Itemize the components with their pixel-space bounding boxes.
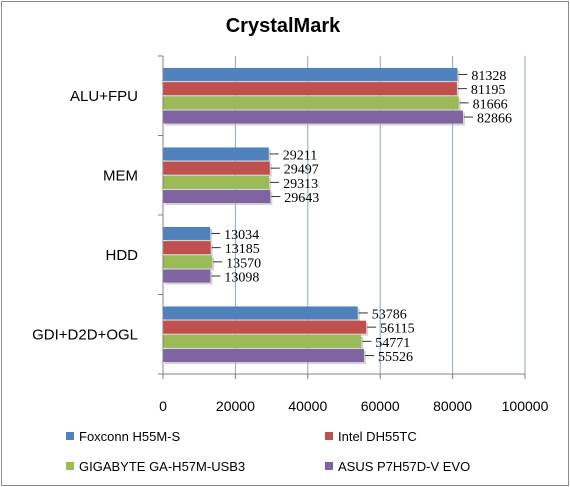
category-label: ALU+FPU: [70, 88, 138, 105]
data-label: 81666: [473, 97, 508, 112]
x-tick-label: 40000: [288, 398, 327, 414]
data-label: 56115: [380, 322, 414, 337]
data-label: 81195: [471, 83, 505, 98]
data-label: 13098: [224, 271, 259, 286]
bar: [163, 175, 270, 189]
legend-swatch: [325, 462, 333, 470]
bar: [163, 269, 211, 283]
legend-swatch: [325, 432, 333, 440]
bar: [163, 349, 365, 363]
data-label: 53786: [372, 307, 407, 322]
legend-label: GIGABYTE GA-H57M-USB3: [79, 459, 245, 474]
legend-label: ASUS P7H57D-V EVO: [338, 459, 470, 474]
bar: [163, 67, 458, 81]
chart-title: CrystalMark: [226, 15, 341, 37]
bar: [163, 241, 211, 255]
legend: Foxconn H55M-S Intel DH55TC GIGABYTE GA-H5…: [66, 429, 470, 474]
bar: [163, 226, 211, 240]
category-label: MEM: [103, 167, 138, 184]
data-label: 54771: [375, 336, 410, 351]
data-label: 82866: [477, 112, 512, 127]
bar: [163, 110, 463, 124]
data-label: 29643: [284, 191, 319, 206]
bar: [163, 306, 358, 320]
legend-swatch: [66, 462, 74, 470]
bar: [163, 334, 362, 348]
bar: [163, 320, 367, 334]
category-label: GDI+D2D+OGL: [32, 326, 138, 343]
x-tick-label: 100000: [502, 398, 549, 414]
data-label: 81328: [471, 69, 506, 84]
x-tick-label: 20000: [216, 398, 255, 414]
bar: [163, 190, 271, 204]
x-tick-label: 80000: [433, 398, 472, 414]
category-label: HDD: [106, 247, 139, 264]
bar: [163, 147, 269, 161]
data-label: 55526: [378, 350, 413, 365]
x-tick-label: 60000: [361, 398, 400, 414]
data-label: 13570: [226, 256, 261, 271]
bar: [163, 161, 270, 175]
bar: [163, 255, 213, 269]
data-label: 29211: [283, 148, 317, 163]
data-label: 13185: [225, 242, 260, 257]
x-tick-label: 0: [159, 398, 167, 414]
legend-label: Foxconn H55M-S: [79, 429, 180, 444]
data-label: 13034: [224, 228, 259, 243]
data-label: 29313: [283, 177, 318, 192]
legend-label: Intel DH55TC: [338, 429, 417, 444]
data-label: 29497: [284, 163, 319, 178]
bar: [163, 96, 459, 110]
bar: [163, 82, 457, 96]
legend-swatch: [66, 432, 74, 440]
